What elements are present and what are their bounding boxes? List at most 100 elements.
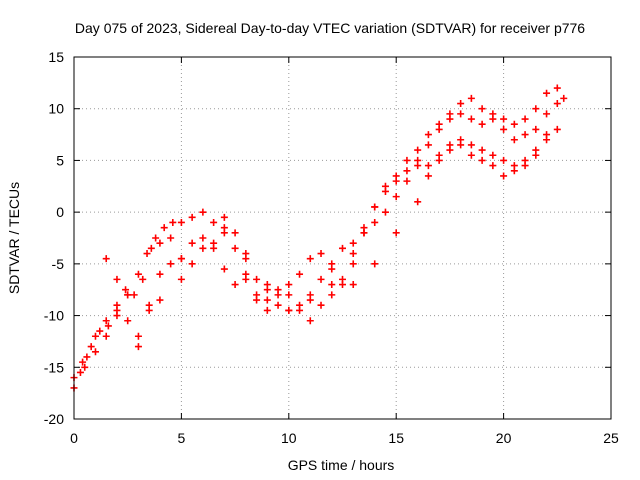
data-point [122, 286, 130, 294]
data-point [553, 100, 561, 108]
data-point [134, 270, 142, 278]
data-point [220, 213, 228, 221]
series-track-d [102, 125, 561, 351]
data-point [87, 343, 95, 351]
data-point [349, 281, 357, 289]
data-point [328, 260, 336, 268]
data-point [381, 208, 389, 216]
data-point [403, 156, 411, 164]
data-point [489, 115, 497, 123]
data-point [560, 94, 568, 102]
data-point [306, 296, 314, 304]
data-point [457, 100, 465, 108]
data-point [102, 317, 110, 325]
data-point [102, 332, 110, 340]
data-point [145, 301, 153, 309]
x-tick-label: 25 [603, 430, 619, 446]
data-point [424, 172, 432, 180]
data-point [253, 275, 261, 283]
data-point [489, 151, 497, 159]
data-point [392, 177, 400, 185]
data-point [156, 270, 164, 278]
data-point [424, 141, 432, 149]
data-point [167, 234, 175, 242]
data-point [467, 141, 475, 149]
data-point [156, 239, 164, 247]
data-point [113, 312, 121, 320]
axis-ticks: 0 5 10 15 20 25 -20 -15 -10 -5 0 5 10 15 [44, 49, 619, 446]
data-point [134, 332, 142, 340]
data-point [457, 110, 465, 118]
data-point [253, 291, 261, 299]
data-point [231, 244, 239, 252]
data-point [478, 120, 486, 128]
data-point [124, 291, 132, 299]
data-point [510, 136, 518, 144]
data-point [543, 110, 551, 118]
data-point [156, 296, 164, 304]
data-point [274, 286, 282, 294]
data-point [478, 146, 486, 154]
data-point [285, 306, 293, 314]
data-point [500, 156, 508, 164]
series-track-a [70, 84, 568, 392]
data-point [521, 131, 529, 139]
data-point [371, 218, 379, 226]
x-tick-label: 15 [388, 430, 404, 446]
data-point [478, 105, 486, 113]
data-point [328, 291, 336, 299]
series-track-c [81, 131, 551, 371]
data-point [152, 234, 160, 242]
data-point [231, 281, 239, 289]
data-point [446, 146, 454, 154]
data-point [76, 368, 84, 376]
data-point [424, 131, 432, 139]
data-point [317, 250, 325, 258]
x-axis-label: GPS time / hours [288, 457, 395, 473]
data-markers [70, 84, 568, 392]
y-tick-label: 15 [48, 49, 64, 65]
data-point [414, 156, 422, 164]
data-point [553, 84, 561, 92]
data-point [104, 322, 112, 330]
data-point [199, 244, 207, 252]
y-tick-label: -20 [44, 411, 64, 427]
chart-title: Day 075 of 2023, Sidereal Day-to-day VTE… [75, 20, 585, 36]
y-tick-label: 0 [56, 204, 64, 220]
data-point [500, 115, 508, 123]
data-point [328, 281, 336, 289]
y-tick-label: -5 [52, 256, 65, 272]
data-point [349, 250, 357, 258]
data-point [403, 167, 411, 175]
data-point [274, 301, 282, 309]
x-tick-label: 10 [281, 430, 297, 446]
data-point [143, 250, 151, 258]
data-point [467, 94, 475, 102]
data-point [532, 151, 540, 159]
data-point [500, 125, 508, 133]
data-point [188, 239, 196, 247]
data-point [124, 317, 132, 325]
data-point [242, 255, 250, 263]
y-tick-label: -10 [44, 308, 64, 324]
data-point [199, 208, 207, 216]
data-point [96, 327, 104, 335]
data-point [83, 353, 91, 361]
data-point [263, 306, 271, 314]
data-point [113, 301, 121, 309]
data-point [521, 115, 529, 123]
plot-frame [73, 56, 612, 420]
data-point [91, 332, 99, 340]
data-point [199, 234, 207, 242]
data-point [435, 156, 443, 164]
data-point [102, 255, 110, 263]
data-point [532, 125, 540, 133]
y-axis-label: SDTVAR / TECUs [6, 182, 22, 294]
data-point [79, 358, 87, 366]
data-point [478, 156, 486, 164]
data-point [414, 146, 422, 154]
data-point [349, 260, 357, 268]
data-point [263, 286, 271, 294]
data-point [510, 120, 518, 128]
